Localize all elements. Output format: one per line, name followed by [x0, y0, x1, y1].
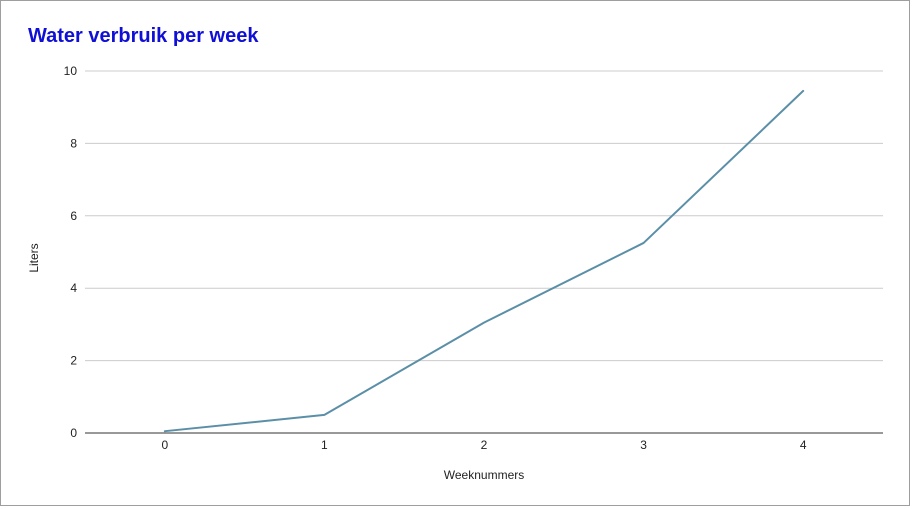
series-line	[163, 89, 805, 433]
y-tick-label: 2	[70, 354, 77, 368]
x-tick-label: 1	[321, 438, 328, 452]
x-tick-label: 3	[640, 438, 647, 452]
chart-title: Water verbruik per week	[28, 25, 259, 47]
y-tick-label: 6	[70, 209, 77, 223]
y-tick-label: 4	[70, 281, 77, 295]
y-tick-label: 8	[70, 136, 77, 150]
y-tick-label: 10	[64, 64, 78, 78]
x-axis-label: Weeknummers	[444, 468, 524, 482]
x-tick-label: 2	[481, 438, 488, 452]
gridlines	[85, 70, 883, 362]
y-tick-label: 0	[70, 426, 77, 440]
y-axis-label: Liters	[27, 243, 41, 272]
x-tick-label: 4	[800, 438, 807, 452]
series-layer	[163, 89, 805, 433]
x-tick-label: 0	[161, 438, 168, 452]
axes: 0 2 4 6 8 10 0 1 2 3 4	[64, 64, 883, 452]
